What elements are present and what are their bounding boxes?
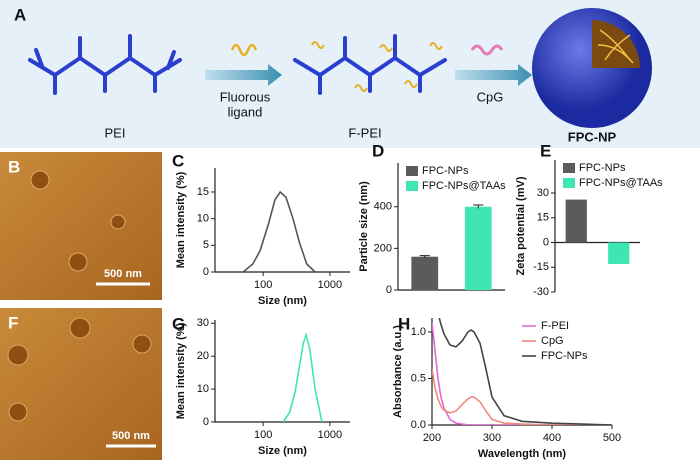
y-tick-label: -15 <box>533 261 549 273</box>
line <box>432 322 612 425</box>
y-axis-label: Mean intensity (%) <box>175 171 187 268</box>
ligand-icon <box>230 43 258 57</box>
y-tick-label: 400 <box>374 201 392 213</box>
line <box>242 190 316 272</box>
ligands <box>311 41 443 92</box>
y-axis-label: Particle size (nm) <box>358 181 370 272</box>
y-tick-label: -30 <box>533 286 549 298</box>
pei-polymer <box>28 34 182 95</box>
panel-label: A <box>14 5 26 24</box>
legend-label: FPC-NPs@TAAs <box>579 177 663 189</box>
y-tick-label: 30 <box>197 317 209 329</box>
scale-label: 500 nm <box>112 430 150 442</box>
f-pei-polymer <box>293 34 447 95</box>
line <box>438 318 612 425</box>
panel-label: D <box>372 141 384 160</box>
x-tick-label: 400 <box>543 432 561 444</box>
y-axis-label: Mean intensity (%) <box>175 322 187 419</box>
x-tick-label: 100 <box>254 279 272 291</box>
arrow-label: Fluorous <box>220 89 271 104</box>
item-label: PEI <box>105 125 126 140</box>
error-bar <box>419 255 430 258</box>
x-tick-label: 200 <box>423 432 441 444</box>
bar <box>565 199 587 243</box>
item-label: FPC-NP <box>568 129 617 144</box>
legend-label: FPC-NPs@TAAs <box>422 180 506 192</box>
x-axis-label: Wavelength (nm) <box>478 448 567 460</box>
arrow-label: CpG <box>477 89 504 104</box>
bar <box>464 206 492 290</box>
core-strands <box>597 29 634 64</box>
x-tick-label: 1000 <box>318 279 342 291</box>
legend-swatch <box>406 181 418 191</box>
panel-label: F <box>8 313 18 332</box>
panel-label: G <box>172 314 185 333</box>
legend-label: F-PEI <box>541 320 569 332</box>
arrow <box>455 64 532 86</box>
y-axis-label: Zeta potential (mV) <box>515 176 527 275</box>
legend-swatch <box>563 178 575 188</box>
item-label: F-PEI <box>348 125 381 140</box>
x-tick-label: 500 <box>603 432 621 444</box>
y-tick-label: 5 <box>203 239 209 251</box>
legend-swatch <box>406 166 418 176</box>
x-tick-label: 1000 <box>318 429 342 441</box>
panel-label: H <box>398 314 410 333</box>
y-axis-label: Absorbance (a.u.) <box>392 325 404 418</box>
scale-label: 500 nm <box>104 268 142 280</box>
error-bar <box>473 204 484 209</box>
legend-swatch <box>563 163 575 173</box>
y-tick-label: 20 <box>197 350 209 362</box>
y-tick-label: 0.5 <box>411 372 426 384</box>
y-tick-label: 15 <box>537 212 549 224</box>
x-axis-label: Size (nm) <box>258 445 307 457</box>
arrow-label: ligand <box>228 104 263 119</box>
afm-image <box>0 152 162 300</box>
panel-label: C <box>172 151 184 170</box>
panel-label: E <box>540 141 551 160</box>
particles <box>30 170 126 272</box>
y-tick-label: 10 <box>197 383 209 395</box>
y-tick-label: 10 <box>197 213 209 225</box>
line <box>282 331 323 422</box>
legend-label: FPC-NPs <box>422 165 469 177</box>
y-tick-label: 0 <box>543 236 549 248</box>
x-tick-label: 100 <box>254 429 272 441</box>
y-tick-label: 0.0 <box>411 419 426 431</box>
particles <box>7 317 152 422</box>
x-axis-label: Size (nm) <box>258 295 307 307</box>
legend-label: CpG <box>541 335 564 347</box>
legend-label: FPC-NPs <box>541 350 588 362</box>
y-tick-label: 30 <box>537 187 549 199</box>
y-tick-label: 200 <box>374 242 392 254</box>
arrow <box>205 64 282 86</box>
bar <box>411 256 439 290</box>
y-tick-label: 15 <box>197 186 209 198</box>
x-tick-label: 300 <box>483 432 501 444</box>
legend-label: FPC-NPs <box>579 162 626 174</box>
cpg-icon <box>470 44 504 56</box>
y-tick-label: 1.0 <box>411 326 426 338</box>
line <box>432 369 612 425</box>
y-tick-label: 0 <box>386 284 392 296</box>
bar <box>608 242 630 264</box>
y-tick-label: 0 <box>203 416 209 428</box>
panel-label: B <box>8 157 20 176</box>
y-tick-label: 0 <box>203 266 209 278</box>
